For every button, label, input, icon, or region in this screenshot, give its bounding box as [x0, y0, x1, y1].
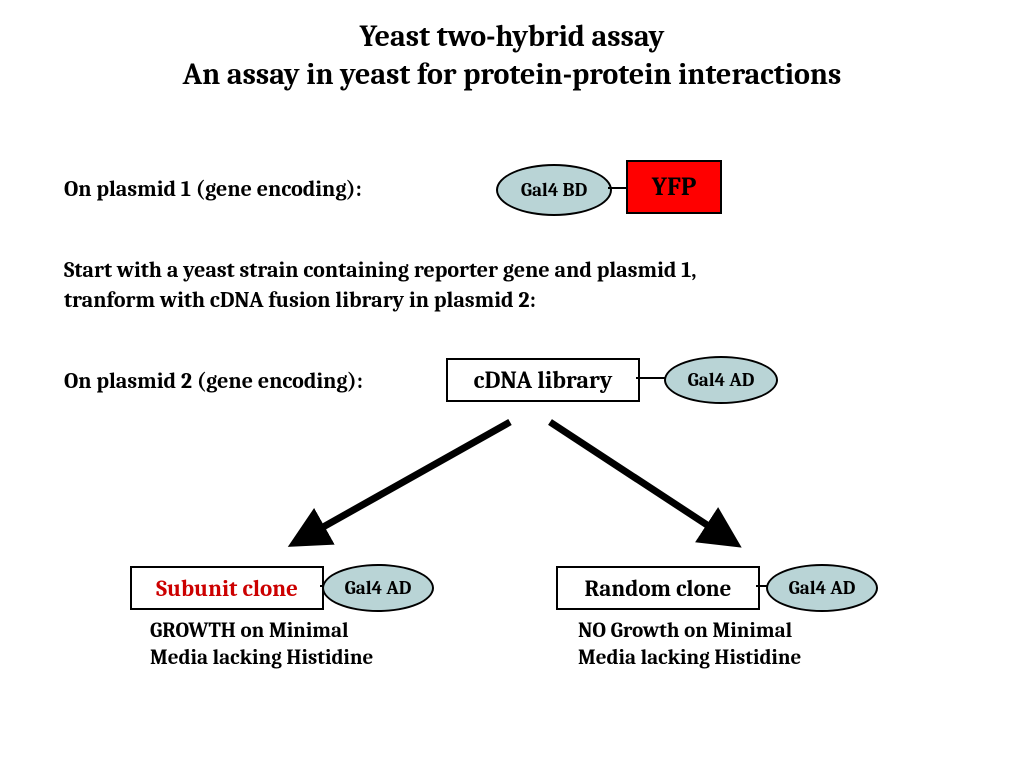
- gal4-bd-label: Gal4 BD: [521, 179, 587, 201]
- right-result: NO Growth on Minimal Media lacking Histi…: [578, 618, 801, 673]
- instruction-text: Start with a yeast strain containing rep…: [64, 256, 696, 315]
- cdna-library-box: cDNA library: [446, 358, 640, 402]
- subunit-clone-box: Subunit clone: [130, 566, 324, 610]
- cdna-library-label: cDNA library: [474, 366, 613, 394]
- gal4-ad-ellipse-top: Gal4 AD: [664, 356, 778, 404]
- left-result-line-2: Media lacking Histidine: [150, 645, 373, 672]
- connector-bd-yfp: [608, 187, 628, 189]
- left-result-line-1: GROWTH on Minimal: [150, 618, 373, 645]
- random-clone-label: Random clone: [585, 575, 732, 602]
- right-result-line-2: Media lacking Histidine: [578, 645, 801, 672]
- subunit-clone-label: Subunit clone: [156, 575, 298, 602]
- title-line-1: Yeast two-hybrid assay: [0, 18, 1024, 56]
- yfp-box: YFP: [626, 160, 722, 214]
- gal4-bd-ellipse: Gal4 BD: [496, 164, 612, 216]
- right-result-line-1: NO Growth on Minimal: [578, 618, 801, 645]
- gal4-ad-ellipse-right: Gal4 AD: [766, 564, 878, 612]
- plasmid1-label: On plasmid 1 (gene encoding):: [64, 176, 362, 202]
- instruction-line-1: Start with a yeast strain containing rep…: [64, 256, 696, 286]
- random-clone-box: Random clone: [556, 566, 760, 610]
- plasmid2-label: On plasmid 2 (gene encoding):: [64, 368, 363, 394]
- gal4-ad-label-left: Gal4 AD: [345, 577, 412, 599]
- arrow-right: [530, 410, 790, 560]
- left-result: GROWTH on Minimal Media lacking Histidin…: [150, 618, 373, 673]
- gal4-ad-ellipse-left: Gal4 AD: [322, 564, 434, 612]
- diagram-title: Yeast two-hybrid assay An assay in yeast…: [0, 0, 1024, 93]
- arrow-left: [270, 410, 530, 560]
- gal4-ad-label-top: Gal4 AD: [688, 369, 755, 391]
- yfp-label: YFP: [652, 172, 697, 202]
- title-line-2: An assay in yeast for protein-protein in…: [0, 56, 1024, 94]
- instruction-line-2: tranform with cDNA fusion library in pla…: [64, 286, 696, 316]
- connector-cdna-ad: [636, 377, 666, 379]
- gal4-ad-label-right: Gal4 AD: [789, 577, 856, 599]
